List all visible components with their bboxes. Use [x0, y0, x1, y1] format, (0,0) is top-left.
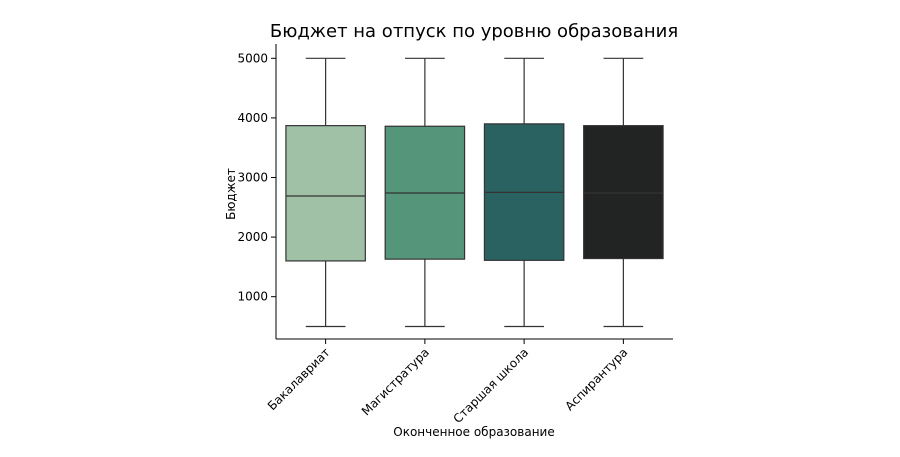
y-axis-label: Бюджет	[224, 168, 238, 220]
y-tick-label: 5000	[237, 51, 268, 65]
iqr-box	[583, 125, 664, 260]
x-axis-label: Оконченное образование	[393, 425, 554, 439]
x-tick-label: Аспирантура	[562, 345, 630, 413]
box-4	[583, 57, 664, 328]
y-tick-label: 1000	[237, 290, 268, 304]
y-tick-label: 2000	[237, 230, 268, 244]
iqr-box	[285, 125, 366, 262]
x-tick-label: Бакалавриат	[265, 345, 333, 413]
x-tick-label: Старшая школа	[450, 345, 531, 426]
plot-area: 1000 2000 3000 4000 5000 Бакалавриат Магистрат…	[237, 44, 673, 426]
box-2	[384, 57, 466, 328]
y-tick-label: 4000	[237, 111, 268, 125]
x-tick-label: Магистратура	[359, 345, 432, 418]
y-tick-label: 3000	[237, 170, 268, 184]
box-1	[285, 57, 366, 328]
box-3	[483, 57, 565, 328]
chart-title: Бюджет на отпуск по уровню образования	[270, 21, 678, 42]
